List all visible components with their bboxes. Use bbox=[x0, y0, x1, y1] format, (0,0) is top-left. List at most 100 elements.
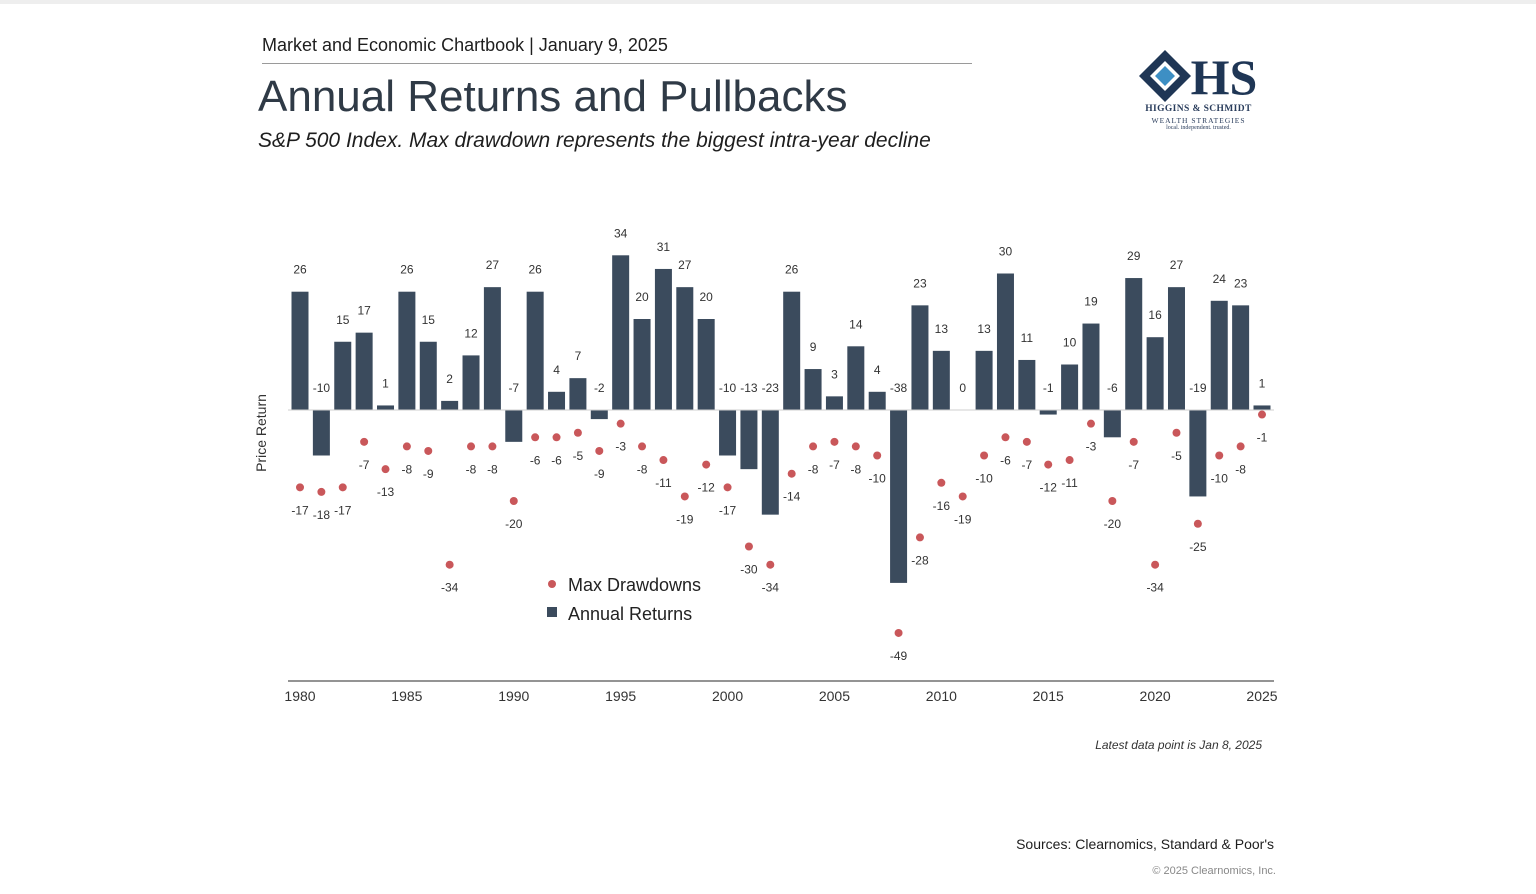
legend-label-drawdowns: Max Drawdowns bbox=[568, 575, 701, 595]
top-border bbox=[0, 0, 1536, 4]
return-label-2014: 11 bbox=[1021, 331, 1034, 345]
x-tick-2020: 2020 bbox=[1140, 688, 1171, 704]
return-label-2012: 13 bbox=[977, 322, 991, 336]
return-bar-1997 bbox=[654, 268, 672, 410]
return-bar-2006 bbox=[847, 346, 865, 410]
drawdown-dot-1994 bbox=[595, 446, 604, 455]
return-label-2020: 16 bbox=[1148, 308, 1162, 322]
drawdown-dot-2006 bbox=[851, 442, 860, 451]
drawdown-label-2024: -8 bbox=[1235, 462, 1246, 476]
return-bar-2008 bbox=[890, 410, 908, 583]
drawdown-dot-2024 bbox=[1236, 442, 1245, 451]
drawdown-label-2021: -5 bbox=[1171, 449, 1182, 463]
return-label-2013: 30 bbox=[999, 245, 1013, 259]
logo-tagline: WEALTH STRATEGIES bbox=[1151, 116, 1246, 125]
x-ticks-group: 1980 1985 1990 1995 2000 2005 2010 2015 2020 2025 bbox=[284, 688, 1277, 704]
drawdown-label-1987: -34 bbox=[441, 581, 459, 595]
page-title: Annual Returns and Pullbacks bbox=[258, 72, 848, 121]
drawdown-dot-2017 bbox=[1086, 419, 1095, 428]
drawdown-dot-1988 bbox=[467, 442, 476, 451]
drawdown-dot-2000 bbox=[723, 483, 732, 492]
legend-square-icon bbox=[547, 607, 557, 617]
latest-data-note: Latest data point is Jan 8, 2025 bbox=[1095, 738, 1262, 752]
return-bar-2001 bbox=[740, 410, 758, 470]
return-bar-2002 bbox=[761, 410, 779, 515]
page-subtitle: S&P 500 Index. Max drawdown represents t… bbox=[258, 129, 931, 152]
drawdown-label-1997: -11 bbox=[655, 476, 672, 490]
drawdown-label-2025: -1 bbox=[1257, 431, 1268, 445]
drawdown-label-2003: -14 bbox=[783, 490, 801, 504]
drawdown-dot-1983 bbox=[360, 437, 369, 446]
return-label-2023: 24 bbox=[1213, 272, 1227, 286]
drawdown-dot-1990 bbox=[509, 497, 518, 505]
return-bar-2003 bbox=[783, 291, 801, 410]
return-bar-1986 bbox=[419, 341, 437, 410]
drawdown-label-2011: -19 bbox=[954, 512, 972, 526]
return-label-2015: -1 bbox=[1043, 381, 1054, 395]
drawdown-label-2007: -10 bbox=[869, 472, 887, 486]
drawdown-dot-2018 bbox=[1108, 497, 1117, 505]
return-label-2003: 26 bbox=[785, 263, 799, 277]
return-bar-1981 bbox=[312, 410, 330, 456]
return-bar-1995 bbox=[612, 255, 630, 410]
return-label-2002: -23 bbox=[762, 381, 780, 395]
drawdown-label-1981: -18 bbox=[313, 508, 331, 522]
return-label-1998: 27 bbox=[678, 258, 692, 272]
drawdown-dot-2005 bbox=[830, 437, 839, 446]
drawdown-dot-1992 bbox=[552, 433, 561, 442]
x-tick-2000: 2000 bbox=[712, 688, 743, 704]
drawdown-label-2012: -10 bbox=[975, 472, 993, 486]
return-bar-1985 bbox=[398, 291, 416, 410]
return-bar-2009 bbox=[911, 305, 929, 410]
sources-line: Sources: Clearnomics, Standard & Poor's bbox=[1016, 836, 1274, 852]
drawdown-label-2002: -34 bbox=[762, 581, 780, 595]
return-bar-2016 bbox=[1061, 364, 1079, 410]
return-label-2006: 14 bbox=[849, 317, 863, 331]
drawdown-label-1998: -19 bbox=[676, 512, 694, 526]
return-bar-2018 bbox=[1103, 410, 1121, 438]
x-tick-2015: 2015 bbox=[1033, 688, 1064, 704]
return-label-2016: 10 bbox=[1063, 336, 1077, 350]
return-label-2025: 1 bbox=[1259, 376, 1266, 390]
return-bar-1982 bbox=[334, 341, 352, 410]
drawdown-label-1994: -9 bbox=[594, 467, 605, 481]
drawdown-dot-2020 bbox=[1151, 560, 1160, 569]
return-bar-2015 bbox=[1039, 410, 1057, 415]
x-tick-1990: 1990 bbox=[498, 688, 529, 704]
return-bar-2022 bbox=[1189, 410, 1207, 497]
return-bar-1984 bbox=[377, 405, 395, 410]
drawdown-label-1995: -3 bbox=[615, 440, 626, 454]
return-bar-1998 bbox=[676, 287, 694, 410]
return-bar-2017 bbox=[1082, 323, 1100, 410]
return-bar-1996 bbox=[633, 319, 651, 410]
return-label-2004: 9 bbox=[810, 340, 817, 354]
return-label-2024: 23 bbox=[1234, 276, 1248, 290]
return-bar-2010 bbox=[932, 350, 950, 410]
drawdown-label-2020: -34 bbox=[1146, 581, 1164, 595]
return-label-1999: 20 bbox=[699, 290, 713, 304]
return-label-2017: 19 bbox=[1084, 295, 1098, 309]
drawdown-label-2008: -49 bbox=[890, 649, 908, 663]
return-label-2007: 4 bbox=[874, 363, 881, 377]
x-tick-1985: 1985 bbox=[391, 688, 422, 704]
kicker-divider bbox=[262, 63, 972, 64]
y-axis-label: Price Return bbox=[253, 394, 269, 472]
drawdown-dot-1987 bbox=[445, 560, 454, 569]
return-label-1980: 26 bbox=[293, 263, 307, 277]
return-label-1997: 31 bbox=[657, 240, 671, 254]
x-tick-1995: 1995 bbox=[605, 688, 636, 704]
drawdown-label-2017: -3 bbox=[1086, 440, 1097, 454]
return-bar-1983 bbox=[355, 332, 373, 410]
return-bar-2019 bbox=[1125, 278, 1143, 410]
return-label-1990: -7 bbox=[508, 381, 519, 395]
drawdown-label-1982: -17 bbox=[334, 503, 352, 517]
return-label-1981: -10 bbox=[313, 381, 331, 395]
drawdown-dot-2012 bbox=[980, 451, 989, 460]
return-bar-1992 bbox=[548, 391, 566, 410]
drawdown-dot-1981 bbox=[317, 487, 326, 496]
x-tick-2005: 2005 bbox=[819, 688, 850, 704]
logo-motto: local. independent. trusted. bbox=[1166, 125, 1231, 131]
drawdown-dot-2009 bbox=[915, 533, 924, 542]
drawdown-dot-2016 bbox=[1065, 456, 1074, 465]
